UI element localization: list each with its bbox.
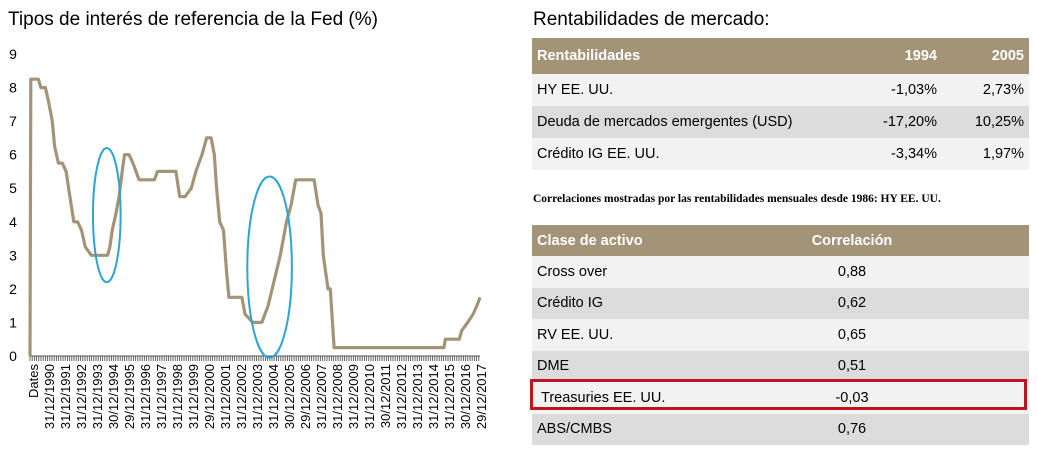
return-1994: -1,03% [832,74,942,106]
x-tick-label: 31/12/2008 [330,364,345,429]
y-tick-label: 3 [9,247,17,263]
x-tick-label: 29/12/1995 [122,364,137,429]
x-tick-label: 31/12/1996 [138,364,153,429]
row-spacer [947,350,1029,382]
y-tick-label: 7 [9,113,17,129]
correlation-note: Correlaciones mostradas por las rentabil… [533,193,941,205]
returns-header-label: Rentabilidades [532,38,832,74]
row-spacer [947,256,1029,288]
return-1994: -3,34% [832,138,942,170]
correlation-value: -0,03 [757,382,947,414]
table-row: Crédito IG EE. UU. -3,34% 1,97% [532,138,1029,170]
highlight-ellipse-1 [91,146,122,284]
x-tick-label: 31/12/1997 [154,364,169,429]
x-tick-label: 31/12/2010 [362,364,377,429]
returns-table: Rentabilidades 1994 2005 HY EE. UU. -1,0… [532,38,1029,170]
correlation-value: 0,51 [757,350,947,382]
x-tick-label: 31/12/2013 [410,364,425,429]
x-tick-label: 29/12/2006 [298,364,313,429]
x-tick-label: 31/12/2015 [442,364,457,429]
x-tick-label: 31/12/1992 [74,364,89,429]
x-tick-label: 31/12/2009 [346,364,361,429]
correlation-value: 0,62 [757,287,947,319]
y-tick-label: 0 [9,348,17,364]
y-tick-label: 2 [9,281,17,297]
returns-header-1994: 1994 [832,38,942,74]
x-tick-label: 30/12/1994 [106,364,121,429]
chart-title: Tipos de interés de referencia de la Fed… [8,9,378,30]
x-tick-label: 31/12/2007 [314,364,329,429]
y-tick-label: 4 [9,214,17,230]
asset-class: DME [532,350,757,382]
table-row: Cross over 0,88 [532,256,1029,288]
asset-name: HY EE. UU. [532,74,832,106]
return-2005: 2,73% [942,74,1029,106]
correlation-header-row: Clase de activo Correlación [532,225,1029,256]
x-tick-label: 30/12/2005 [282,364,297,429]
x-tick-label: 31/12/2001 [218,364,233,429]
market-returns-title: Rentabilidades de mercado: [533,9,770,30]
highlight-ellipse-2 [246,175,293,359]
return-2005: 1,97% [942,138,1029,170]
returns-header-row: Rentabilidades 1994 2005 [532,38,1029,74]
table-row: Deuda de mercados emergentes (USD) -17,2… [532,106,1029,138]
return-2005: 10,25% [942,106,1029,138]
y-tick-label: 9 [9,46,17,62]
x-tick-label: 31/12/2002 [234,364,249,429]
table-row: Crédito IG 0,62 [532,287,1029,319]
y-tick-label: 6 [9,147,17,163]
table-row: HY EE. UU. -1,03% 2,73% [532,74,1029,106]
asset-class: Cross over [532,256,757,288]
asset-class: Treasuries EE. UU. [532,382,757,414]
correlation-table: Clase de activo Correlación Cross over 0… [532,225,1029,445]
asset-class: RV EE. UU. [532,319,757,351]
x-tick-label: 31/12/1998 [170,364,185,429]
x-axis-label: Dates [26,364,41,398]
returns-header-2005: 2005 [942,38,1029,74]
asset-class: Crédito IG [532,287,757,319]
x-tick-label: 31/12/1999 [186,364,201,429]
table-row: DME 0,51 [532,350,1029,382]
table-row: RV EE. UU. 0,65 [532,319,1029,351]
correlation-value: 0,88 [757,256,947,288]
x-tick-label: 31/12/2003 [250,364,265,429]
x-tick-label: 30/12/2011 [378,364,393,428]
x-tick-label: 31/12/2004 [266,364,281,429]
y-tick-label: 8 [9,80,17,96]
asset-name: Deuda de mercados emergentes (USD) [532,106,832,138]
fed-rate-line [28,77,482,357]
table-row: ABS/CMBS 0,76 [532,413,1029,445]
correlation-header-asset: Clase de activo [532,225,757,256]
table-row-highlighted: Treasuries EE. UU. -0,03 [532,382,1029,414]
asset-class: ABS/CMBS [532,413,757,445]
x-tick-label: 29/12/2017 [474,364,489,429]
x-tick-label: 29/12/2000 [202,364,217,429]
x-tick-label: 31/12/2012 [394,364,409,429]
y-tick-label: 1 [9,314,17,330]
correlation-header-value: Correlación [757,225,947,256]
x-tick-label: 31/12/1990 [42,364,57,429]
x-tick-label: 31/12/2014 [426,364,441,429]
correlation-value: 0,65 [757,319,947,351]
return-1994: -17,20% [832,106,942,138]
correlation-header-spacer [947,225,1029,256]
row-spacer [947,413,1029,445]
x-tick-label: 31/12/1993 [90,364,105,429]
x-tick-label: 30/12/2016 [458,364,473,429]
y-tick-label: 5 [9,180,17,196]
row-spacer [947,382,1029,414]
row-spacer [947,287,1029,319]
correlation-value: 0,76 [757,413,947,445]
x-tick-label: 31/12/1991 [58,364,73,429]
asset-name: Crédito IG EE. UU. [532,138,832,170]
row-spacer [947,319,1029,351]
